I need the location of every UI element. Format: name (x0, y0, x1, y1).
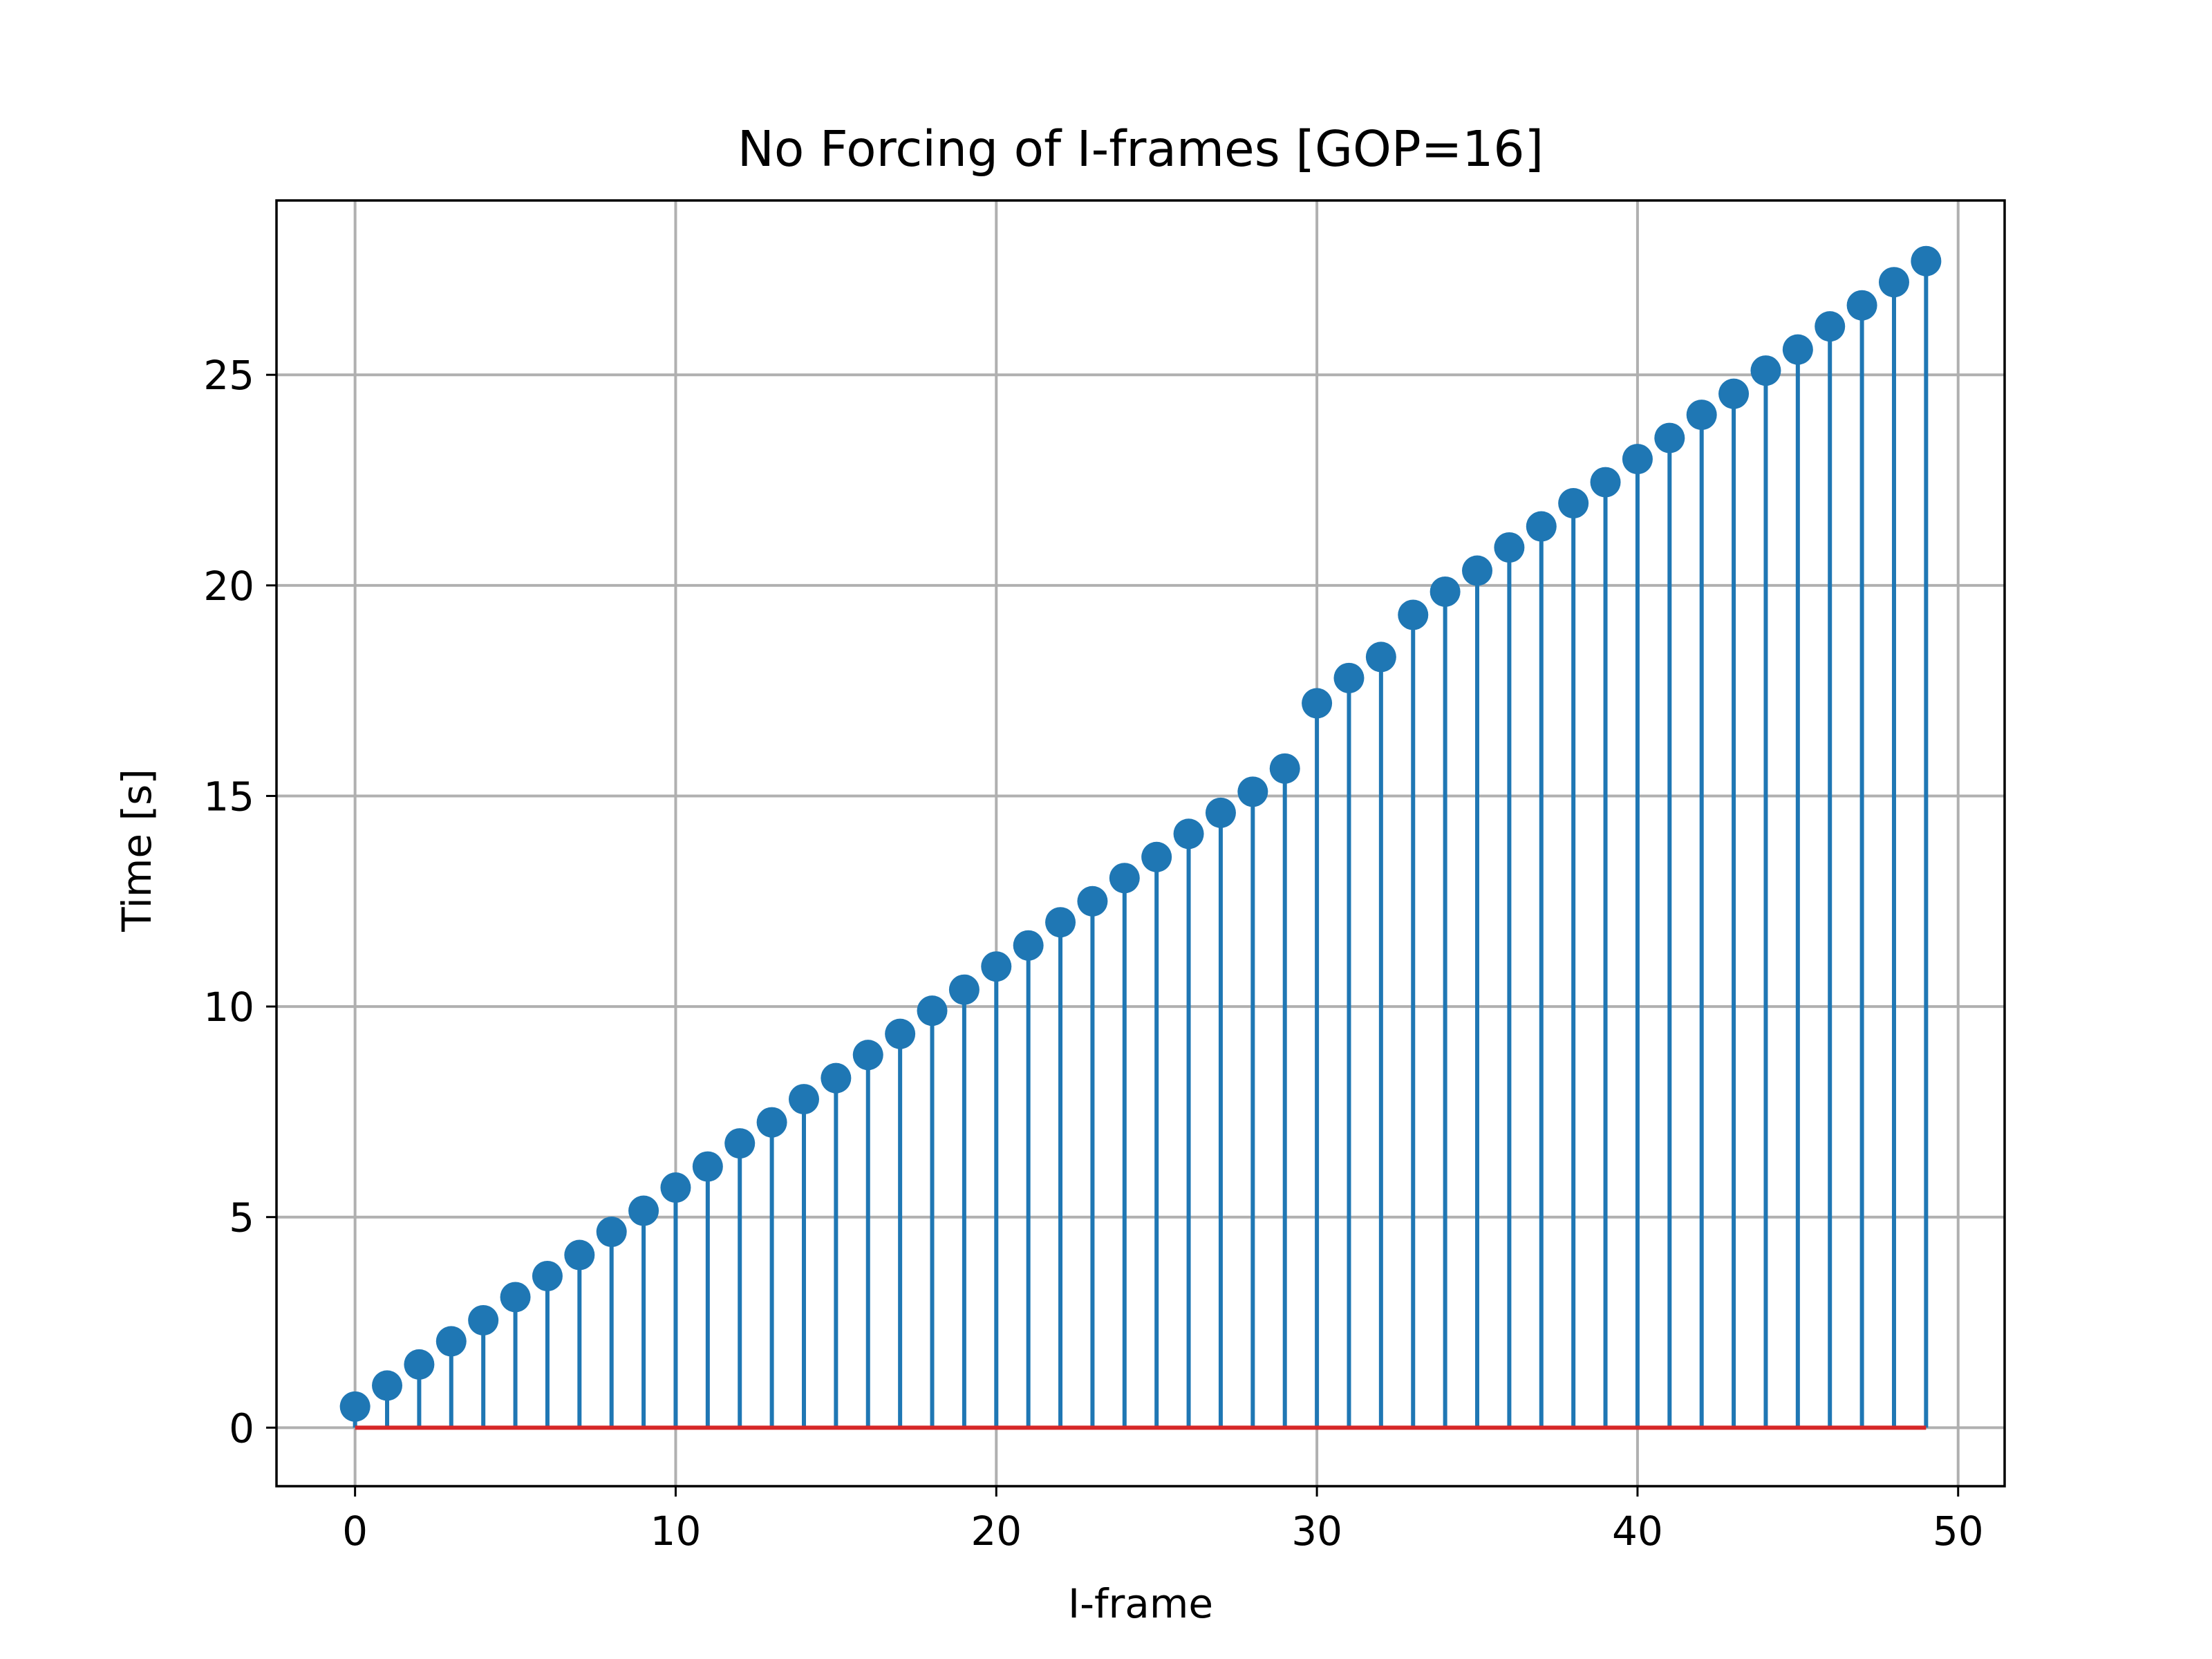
stem-marker (788, 1084, 819, 1115)
x-tick-label: 0 (342, 1508, 368, 1555)
stem-marker (1398, 599, 1429, 630)
stem-marker (1815, 311, 1846, 342)
stem-marker (1013, 930, 1044, 961)
stem-marker (692, 1151, 723, 1182)
stem-marker (852, 1040, 883, 1071)
stem-marker (1333, 662, 1365, 693)
stem-marker (1205, 797, 1236, 828)
stem-marker (1878, 267, 1909, 298)
stem-marker (1718, 378, 1750, 409)
x-tick-label: 30 (1291, 1508, 1342, 1555)
stem-marker (756, 1107, 787, 1138)
stem-marker (1526, 511, 1557, 542)
y-tick-label: 20 (203, 563, 254, 610)
stem-marker (917, 995, 948, 1027)
stem-marker (1462, 555, 1493, 586)
y-axis-label: Time [s] (113, 769, 160, 932)
stem-marker (1430, 576, 1461, 607)
stem-marker (339, 1391, 371, 1422)
stem-marker (1750, 355, 1781, 386)
y-tick-label: 10 (203, 984, 254, 1031)
chart-title: No Forcing of I-frames [GOP=16] (738, 120, 1544, 178)
stem-marker (1237, 776, 1268, 807)
stem-marker (435, 1326, 467, 1357)
stem-lines (353, 261, 1929, 1428)
stem-marker (596, 1217, 627, 1248)
y-tick-label: 25 (203, 352, 254, 399)
stem-marker (404, 1349, 435, 1380)
stem-marker (1365, 641, 1396, 673)
stem-marker (1269, 753, 1300, 784)
stem-marker (628, 1195, 659, 1226)
stem-marker (1782, 334, 1813, 365)
stem-marker (1141, 841, 1172, 872)
stem-marker (372, 1370, 403, 1401)
stem-marker (660, 1172, 691, 1203)
stem-marker (948, 974, 980, 1005)
stem-marker (885, 1018, 916, 1049)
stem-markers (339, 245, 1942, 1422)
stem-marker (821, 1062, 852, 1094)
stem-marker (1686, 400, 1717, 431)
x-tick-label: 40 (1612, 1508, 1663, 1555)
stem-marker (724, 1128, 756, 1159)
y-tick-label: 15 (203, 773, 254, 820)
stem-marker (1077, 885, 1108, 917)
plot-frame (275, 199, 2006, 1488)
stem-marker (564, 1239, 595, 1271)
stem-marker (1622, 444, 1653, 475)
y-axis-ticks: 0 5 10 15 20 25 (203, 352, 276, 1452)
stem-marker (1109, 863, 1140, 894)
stem-marker (1654, 422, 1685, 453)
stem-marker (1173, 818, 1204, 850)
stem-marker (981, 951, 1012, 982)
stem-marker (1494, 532, 1525, 563)
stem-marker (1590, 467, 1621, 498)
stem-marker (1045, 907, 1076, 938)
x-tick-label: 20 (971, 1508, 1022, 1555)
x-tick-label: 50 (1933, 1508, 1984, 1555)
y-tick-label: 0 (229, 1405, 254, 1452)
stem-marker (500, 1282, 531, 1313)
stem-marker (1558, 488, 1589, 519)
stem-marker (1846, 290, 1877, 321)
x-tick-label: 10 (650, 1508, 702, 1555)
x-axis-ticks: 0 10 20 30 40 50 (342, 1486, 1984, 1555)
stem-marker (1302, 688, 1333, 719)
stem-marker (1911, 245, 1942, 276)
y-tick-label: 5 (229, 1194, 254, 1241)
x-axis-label: I-frame (1068, 1580, 1213, 1627)
stem-marker (468, 1304, 499, 1335)
stem-marker (532, 1260, 563, 1291)
